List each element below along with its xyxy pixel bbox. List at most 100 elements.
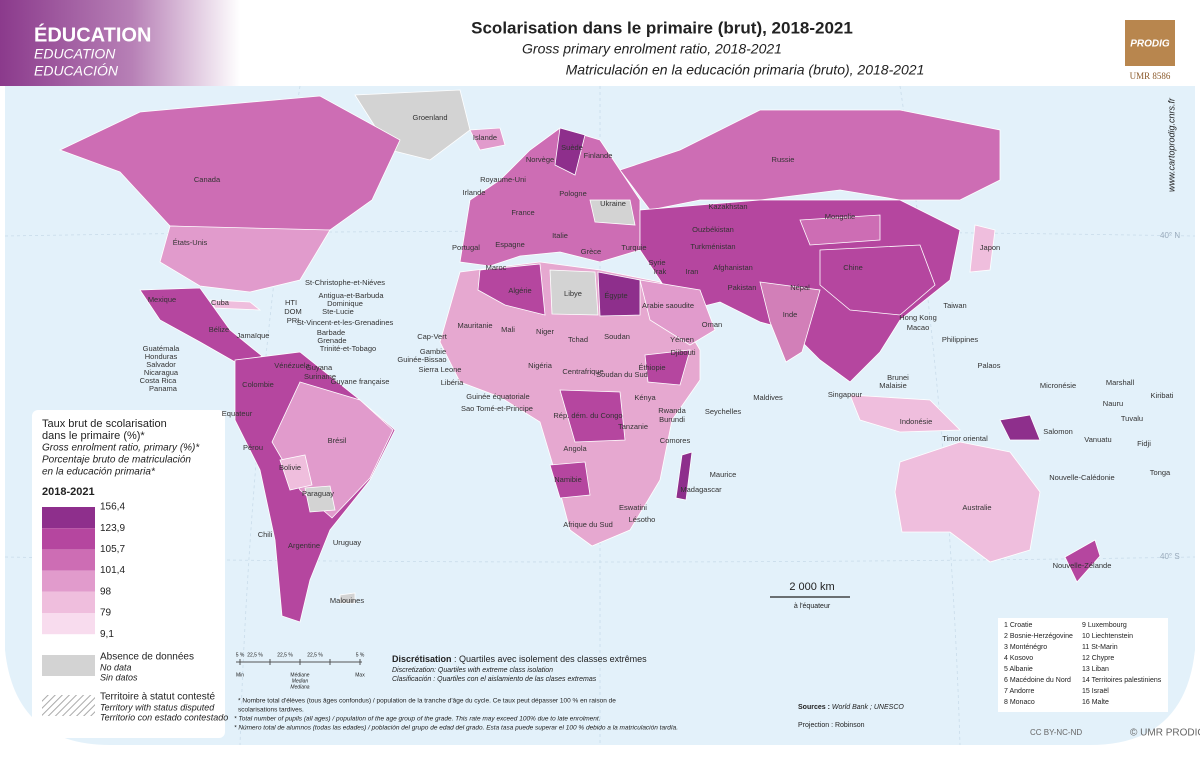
country-label: Inde [783, 310, 798, 319]
country-label: Yémen [670, 335, 694, 344]
country-label: Pakistan [728, 283, 757, 292]
country-label: Pologne [559, 189, 587, 198]
legend-break: 79 [100, 608, 112, 619]
country-label: États-Unis [173, 238, 208, 247]
country-label: Afghanistan [713, 263, 753, 272]
country-label: Cap-Vert [417, 332, 448, 341]
country-label: Nicaragua [144, 368, 179, 377]
country-label: Maurice [710, 470, 737, 479]
country-label: Lésotho [629, 515, 656, 524]
numbered-entry: 14 Territoires palestiniens [1082, 677, 1162, 684]
country-label: Islande [473, 133, 497, 142]
title: Scolarisation dans le primaire (brut), 2… [471, 18, 853, 37]
numbered-entry: 5 Albanie [1004, 666, 1033, 673]
numbered-entry: 2 Bosnie-Herzégovine [1004, 633, 1073, 640]
numbered-box [998, 618, 1168, 712]
country-label: Tanzanie [618, 422, 648, 431]
country-label: Nouvelle-Zélande [1053, 561, 1112, 570]
country-label: Jamaïque [237, 331, 270, 340]
theme-fr: ÉDUCATION [34, 23, 151, 46]
footnote: * Nombre total d'élèves (tous âges confo… [238, 698, 616, 705]
country-label: Honduras [145, 352, 178, 361]
country-label: Groenland [412, 113, 447, 122]
legend-break: 9,1 [100, 629, 114, 640]
country-label: PRI [287, 316, 300, 325]
discretisation-en: Discretization: Quartiles with extreme c… [392, 667, 553, 674]
country-label: Niger [536, 327, 554, 336]
country-label: Italie [552, 231, 568, 240]
country-label: Argentine [288, 541, 320, 550]
country-label: Colombie [242, 380, 274, 389]
country-label: Hong Kong [899, 313, 937, 322]
country-label: Libéria [441, 378, 464, 387]
country-label: Macao [907, 323, 930, 332]
country-label: Cuba [211, 298, 230, 307]
country-label: Ste-Lucie [322, 307, 354, 316]
country-label: Oman [702, 320, 722, 329]
distortion-median: Median [292, 678, 309, 684]
country-label: Grenade [317, 336, 346, 345]
country-label: Pérou [243, 443, 263, 452]
country-label: Australie [962, 503, 991, 512]
url: www.cartoprodig.cnrs.fr [1166, 97, 1176, 192]
country-label: Rép. dém. du Congo [553, 411, 622, 420]
subtitle-es: Matriculación en la educación primaria (… [566, 62, 925, 78]
country-label: Suède [561, 143, 583, 152]
country-label: Trinité-et-Tobago [320, 344, 376, 353]
numbered-entry: 12 Chypre [1082, 655, 1114, 662]
country-label: Panama [149, 384, 178, 393]
country-label: Eswatini [619, 503, 647, 512]
country-label: Arabie saoudite [642, 301, 694, 310]
legend-title-line: en la educación primaria* [42, 467, 156, 478]
country-label: Algérie [508, 286, 531, 295]
legend-break: 105,7 [100, 544, 125, 555]
legend-title-line: dans le primaire (%)* [42, 430, 145, 442]
country-label: Philippines [942, 335, 979, 344]
country-label: Guyane française [331, 377, 390, 386]
country-label: Royaume-Uni [480, 175, 526, 184]
country-label: Portugal [452, 243, 480, 252]
country-label: HTI [285, 298, 297, 307]
theme-en: EDUCATION [34, 46, 116, 62]
legend-title-line: Taux brut de scolarisation [42, 418, 167, 430]
country-label: Mauritanie [457, 321, 492, 330]
country-label: Guyana [306, 363, 333, 372]
country-label: Centrafrique [562, 367, 603, 376]
country-label: Kénya [634, 393, 656, 402]
country-label: Espagne [495, 240, 525, 249]
country-label: Kiribati [1151, 391, 1174, 400]
distortion-tick-label: 5 % [356, 652, 365, 658]
country-label: Afrique du Sud [563, 520, 613, 529]
country-label: Madagascar [680, 485, 722, 494]
country-label: Brésil [328, 436, 347, 445]
country-label: Norvège [526, 155, 554, 164]
numbered-entry: 6 Macédoine du Nord [1004, 677, 1071, 684]
country-label: Soudan du Sud [596, 370, 648, 379]
distortion-tick-label: 22,5 % [247, 652, 263, 658]
country-label: Tonga [1150, 468, 1171, 477]
distortion-max: Max [355, 672, 365, 678]
country-label: Bolivie [279, 463, 301, 472]
legend-class [42, 549, 95, 571]
numbered-entry: 7 Andorre [1004, 688, 1034, 695]
country-label: Malaisie [879, 381, 907, 390]
country-label: Malouines [330, 596, 364, 605]
country-label: Éthiopie [638, 363, 665, 372]
numbered-entry: 3 Monténégro [1004, 644, 1047, 651]
country-label: Antigua-et-Barbuda [318, 291, 384, 300]
country-label: Salomon [1043, 427, 1073, 436]
country-label: Suriname [304, 372, 336, 381]
country-label: Fidji [1137, 439, 1151, 448]
no-data-swatch [42, 655, 95, 676]
numbered-entry: 1 Croatie [1004, 622, 1033, 629]
country-label: Syrie [648, 258, 665, 267]
legend-break: 98 [100, 586, 112, 597]
projection: Projection : Robinson [798, 722, 865, 729]
disputed-es: Territorio con estado contestado [100, 712, 228, 722]
legend-class [42, 591, 95, 613]
legend-title-line: Gross enrolment ratio, primary (%)* [42, 443, 200, 454]
copyright: © UMR PRODIG [1130, 728, 1200, 739]
scale-note: à l'équateur [794, 603, 831, 610]
country-label: Kazakhstan [708, 202, 747, 211]
country-label: Nouvelle-Calédonie [1049, 473, 1114, 482]
